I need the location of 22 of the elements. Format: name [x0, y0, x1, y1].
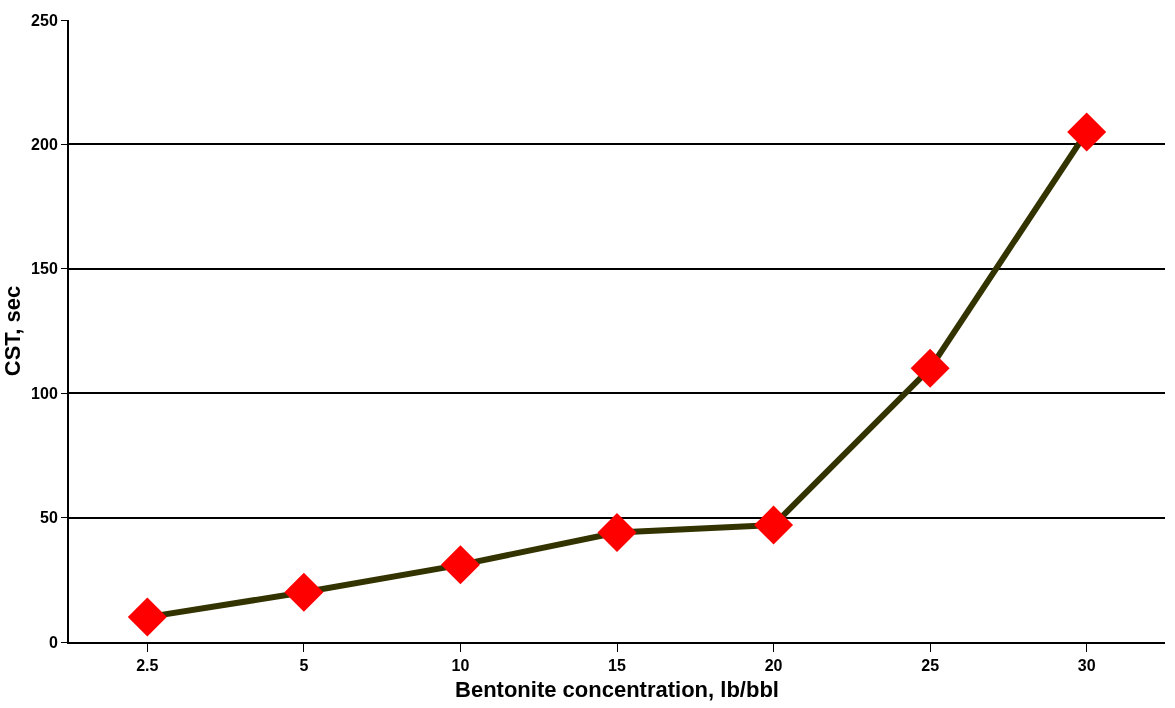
- y-tick-label: 0: [48, 633, 58, 651]
- x-tick-label: 5: [299, 657, 309, 675]
- x-tick-label: 2.5: [136, 657, 159, 675]
- y-tick-label: 150: [31, 260, 58, 278]
- point: [127, 597, 167, 637]
- x-tick-label: 30: [1077, 657, 1096, 675]
- point: [284, 572, 324, 612]
- y-axis-title: CST, sec: [0, 285, 25, 377]
- y-tick-label: 250: [31, 11, 58, 29]
- point: [440, 545, 480, 585]
- point: [910, 348, 950, 388]
- point: [597, 513, 637, 553]
- y-tick-label: 50: [40, 509, 58, 527]
- x-tick-label: 15: [608, 657, 626, 675]
- y-tick-label: 100: [31, 384, 58, 402]
- y-tick-label: 200: [31, 136, 58, 153]
- point: [1067, 112, 1107, 152]
- x-tick-label: 25: [921, 657, 940, 675]
- x-axis-title: Bentonite concentration, lb/bbl: [455, 676, 779, 702]
- x-tick-label: 10: [451, 657, 470, 675]
- point: [754, 505, 794, 545]
- x-tick-label: 20: [764, 657, 783, 675]
